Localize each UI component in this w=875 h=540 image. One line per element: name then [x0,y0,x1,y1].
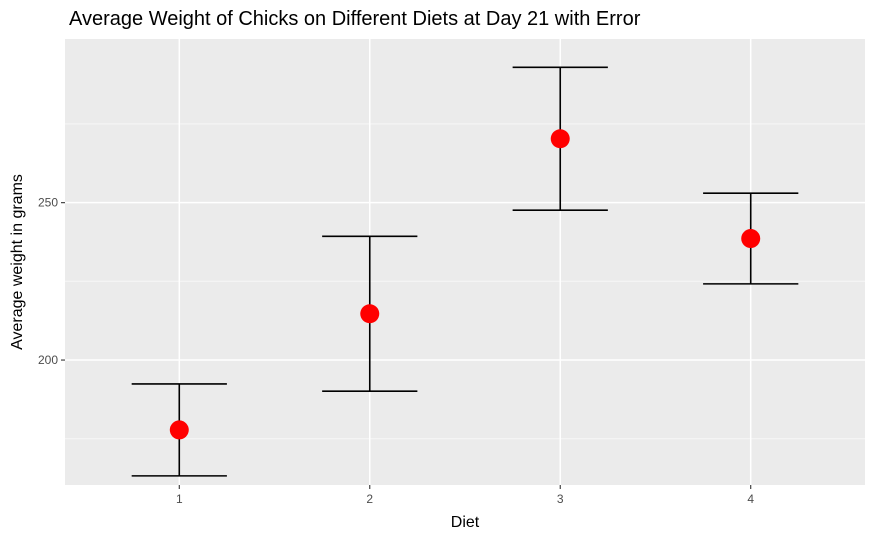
x-tick-label: 1 [176,492,183,506]
x-tick-label: 4 [747,492,754,506]
data-point [741,229,761,249]
plot-panel [65,39,865,485]
y-axis-title: Average weight in grams [9,174,26,350]
y-tick-label: 200 [38,353,58,367]
data-point [169,420,189,440]
data-point [550,129,570,149]
chart-title: Average Weight of Chicks on Different Di… [69,8,641,30]
x-tick-label: 2 [366,492,373,506]
y-tick-label: 250 [38,196,58,210]
data-point [360,304,380,324]
x-axis-ticks: 1 2 3 4 [176,485,754,506]
x-tick-label: 3 [557,492,564,506]
data-points [169,129,761,440]
x-axis-title: Diet [451,514,480,531]
y-axis-ticks: 200 250 [38,196,65,367]
